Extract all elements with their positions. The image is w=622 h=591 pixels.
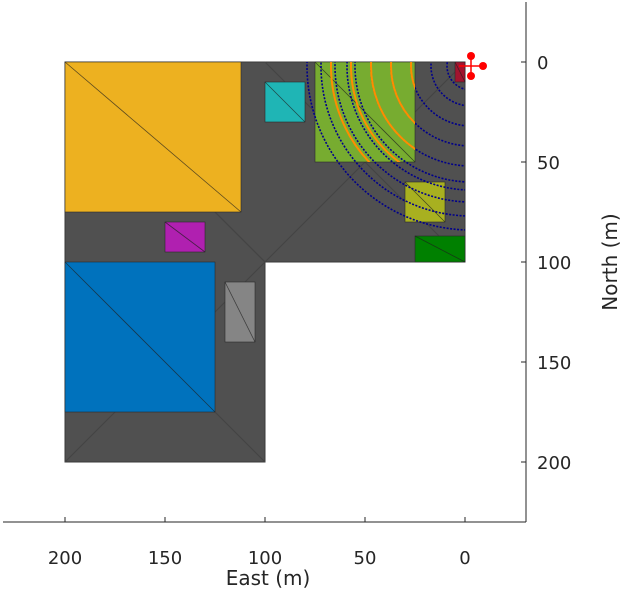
y-tick-label-100: 100	[537, 253, 571, 274]
orange-arc-2	[390, 62, 415, 147]
y-axis-label: North (m)	[598, 213, 622, 310]
axes: 200 150 100 50 0 0 50 100 150 200 East (m) North…	[3, 2, 622, 590]
blue-arc-1	[446, 62, 465, 91]
orange-arc-3	[370, 62, 415, 162]
y-tick-label-200: 200	[537, 453, 571, 474]
y-tick-label-50: 50	[537, 153, 560, 174]
sensor-platform	[459, 52, 487, 80]
radar-arcs-layer	[306, 62, 465, 231]
building-9-diagonal	[454, 61, 466, 83]
building-7-diagonal	[164, 221, 206, 253]
orange-arc-5	[330, 62, 415, 162]
y-tick-label-150: 150	[537, 353, 571, 374]
orange-arc-4	[350, 62, 415, 162]
sensor-rotor-3	[467, 72, 475, 80]
building-8-diagonal	[224, 281, 256, 343]
x-tick-label-100: 100	[248, 548, 282, 569]
building-1-diagonal	[64, 61, 242, 213]
x-tick-label-0: 0	[459, 548, 470, 569]
building-6-diagonal	[414, 235, 466, 263]
y-ticks: 0 50 100 150 200	[521, 53, 571, 474]
x-axis-label: East (m)	[226, 566, 311, 590]
blue-arc-6	[354, 62, 465, 183]
sensor-rotor-1	[467, 52, 475, 60]
y-tick-label-0: 0	[537, 53, 548, 74]
blue-arc-7	[346, 62, 465, 191]
sensor-rotor-2	[479, 62, 487, 70]
blue-arc-10	[306, 62, 465, 231]
building-3-diagonal	[264, 81, 306, 123]
orange-arcs	[330, 62, 415, 162]
orange-arc-1	[410, 62, 415, 127]
x-ticks: 200 150 100 50 0	[48, 517, 471, 569]
x-tick-label-50: 50	[354, 548, 377, 569]
x-tick-label-200: 200	[48, 548, 82, 569]
blue-arc-8	[334, 62, 465, 203]
x-tick-label-150: 150	[148, 548, 182, 569]
building-2-diagonal	[64, 261, 216, 413]
